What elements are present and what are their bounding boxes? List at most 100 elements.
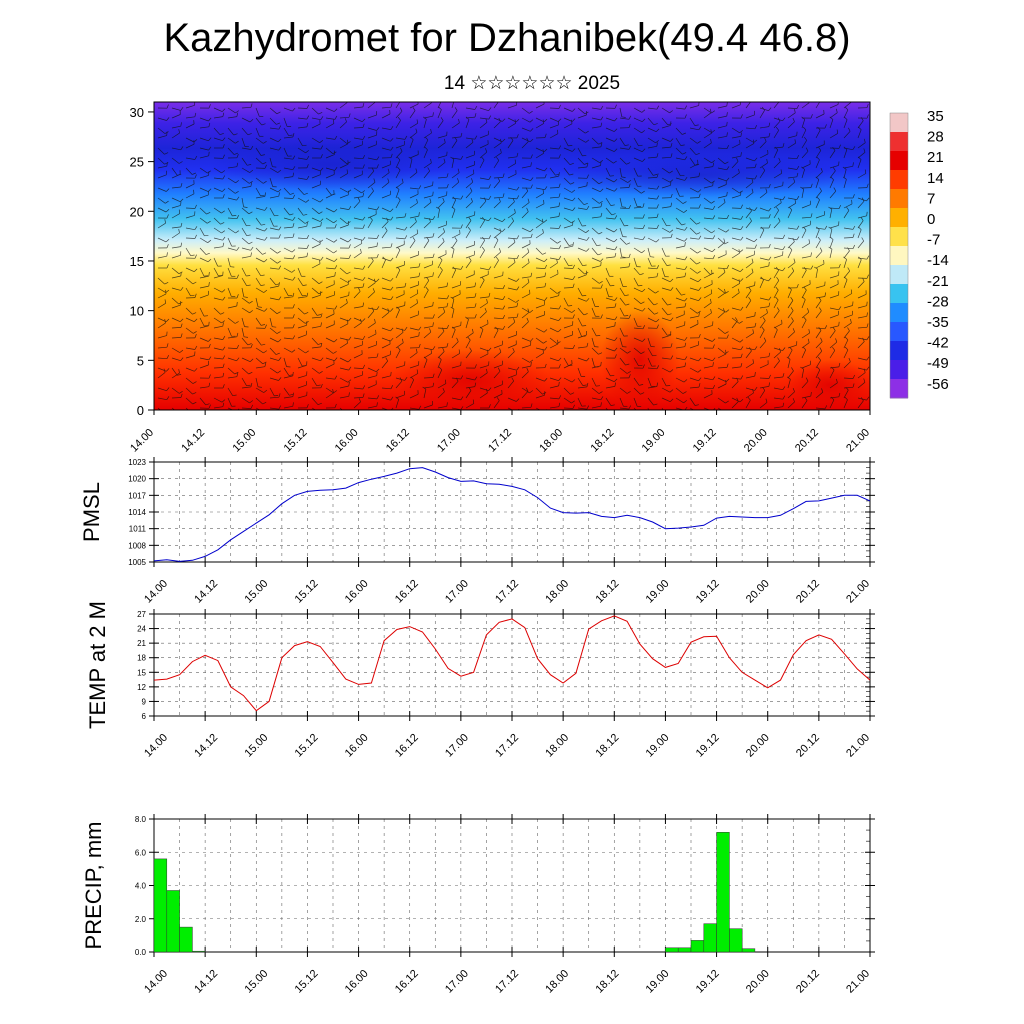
- wind-barb-flag: [236, 196, 240, 201]
- wind-barb-flag: [470, 197, 473, 202]
- wind-barb-flag: [684, 356, 688, 360]
- wind-barb-flag: [495, 326, 499, 331]
- wind-barb-flag: [278, 405, 282, 410]
- wind-barb: [339, 121, 347, 129]
- wind-barb-flag: [416, 119, 419, 124]
- wind-barb-flag: [516, 302, 519, 307]
- wind-barb-flag: [488, 107, 492, 111]
- wind-barb: [703, 393, 713, 399]
- wind-barb: [689, 163, 699, 169]
- wind-barb-flag: [776, 206, 779, 211]
- x-tick-label: 19.00: [644, 968, 672, 996]
- wind-barb-flag: [558, 255, 562, 260]
- wind-barb-flag: [782, 395, 786, 400]
- wind-barb-flag: [193, 268, 198, 272]
- wind-barb: [549, 124, 559, 129]
- wind-barb: [451, 199, 457, 209]
- wind-barb-flag: [530, 233, 533, 238]
- wind-barb-flag: [698, 357, 702, 362]
- wind-barb: [647, 137, 656, 144]
- wind-barb-flag: [177, 374, 182, 376]
- heatmap-features: [157, 102, 870, 410]
- wind-barb-flag: [233, 133, 238, 136]
- wind-barb: [297, 137, 303, 146]
- wind-barb: [311, 237, 320, 243]
- wind-barb: [843, 109, 849, 119]
- wind-barb-flag: [277, 250, 281, 254]
- wind-barb-flag: [791, 317, 794, 322]
- wind-barb-flag: [415, 348, 418, 353]
- wind-barb: [423, 236, 433, 239]
- wind-barb-flag: [558, 402, 561, 407]
- wind-barb-flag: [246, 224, 251, 227]
- wind-barb: [759, 265, 769, 269]
- y-tick-label: 8.0: [135, 815, 147, 824]
- wind-barb: [227, 237, 233, 247]
- wind-barb: [255, 237, 265, 241]
- wind-barb-flag: [628, 115, 632, 120]
- wind-barb-flag: [371, 167, 375, 172]
- wind-barb: [479, 122, 488, 129]
- wind-barb: [605, 277, 611, 287]
- wind-barb: [605, 337, 615, 342]
- wind-barb: [199, 397, 206, 406]
- wind-barb: [339, 323, 349, 329]
- wind-barb-flag: [250, 246, 254, 251]
- wind-barb: [311, 307, 318, 316]
- wind-barb-flag: [192, 401, 197, 405]
- wind-barb: [493, 307, 503, 310]
- wind-barb: [577, 267, 585, 275]
- wind-barb-flag: [423, 356, 428, 360]
- wind-barb: [717, 383, 727, 389]
- wind-barb-flag: [844, 346, 849, 351]
- wind-barb: [213, 287, 223, 293]
- wind-barb-flag: [586, 382, 589, 387]
- wind-barb: [493, 329, 499, 339]
- wind-barb-flag: [471, 178, 474, 183]
- wind-barb-flag: [740, 204, 743, 209]
- wind-barb: [269, 117, 277, 125]
- wind-barb: [689, 105, 699, 109]
- wind-barb-flag: [529, 359, 534, 363]
- wind-barb-flag: [278, 296, 282, 301]
- wind-barb: [381, 277, 391, 282]
- wind-barb-flag: [424, 136, 429, 141]
- wind-barb-flag: [530, 177, 534, 181]
- wind-barb: [325, 217, 334, 224]
- wind-barb-flag: [390, 153, 393, 158]
- wind-barb: [507, 316, 518, 319]
- wind-barb: [577, 185, 587, 189]
- wind-barb: [563, 245, 573, 249]
- wind-barb-flag: [763, 337, 767, 342]
- wind-barb: [773, 237, 784, 239]
- wind-barb-flag: [292, 402, 294, 407]
- wind-barb-flag: [260, 154, 265, 156]
- wind-barb: [353, 201, 361, 209]
- wind-barb: [605, 197, 612, 206]
- wind-barb-flag: [842, 166, 847, 170]
- wind-barb: [451, 181, 460, 189]
- wind-barb: [283, 226, 293, 229]
- wind-barb: [465, 386, 475, 389]
- wind-barb-flag: [582, 295, 587, 297]
- wind-barb: [759, 136, 769, 139]
- wind-barb-flag: [415, 168, 418, 173]
- wind-barb-flag: [751, 188, 754, 193]
- wind-barb-flag: [775, 126, 779, 131]
- wind-barb: [647, 107, 657, 110]
- wind-barb: [367, 246, 377, 249]
- wind-barb: [423, 139, 429, 149]
- wind-barb-flag: [250, 103, 253, 108]
- wind-barb: [381, 217, 391, 221]
- wind-barb: [731, 252, 740, 259]
- wind-barb-flag: [656, 195, 660, 200]
- wind-barb-flag: [362, 224, 365, 229]
- wind-barb-flag: [656, 382, 659, 387]
- y-tick-label: 30: [130, 105, 144, 120]
- wind-barb-flag: [512, 197, 515, 202]
- wind-barb: [437, 306, 447, 309]
- wind-barb: [507, 321, 516, 329]
- wind-barb: [633, 357, 639, 366]
- wind-barb-flag: [568, 305, 573, 307]
- wind-barb: [255, 267, 261, 276]
